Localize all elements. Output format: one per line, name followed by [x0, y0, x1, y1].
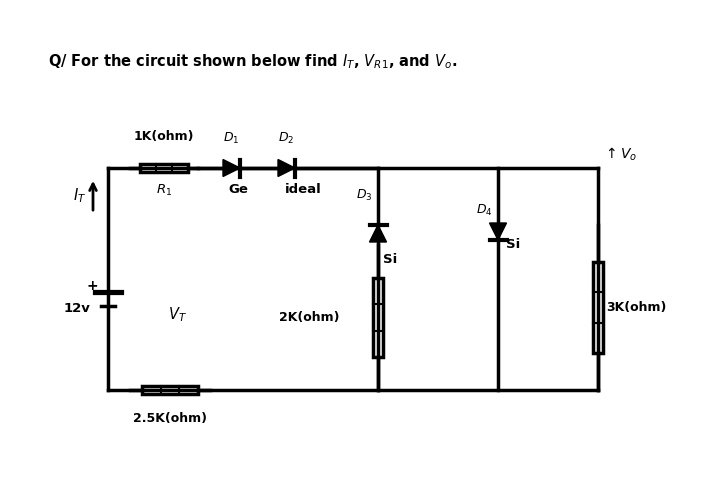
Text: $\uparrow V_o$: $\uparrow V_o$ — [603, 145, 637, 163]
Text: $D_4$: $D_4$ — [477, 203, 493, 218]
Text: 1K(ohm): 1K(ohm) — [134, 130, 194, 143]
Text: ideal: ideal — [284, 183, 321, 196]
Text: 2.5K(ohm): 2.5K(ohm) — [133, 412, 207, 425]
Text: Q/ For the circuit shown below find $I_T$, $V_{R1}$, and $V_o$.: Q/ For the circuit shown below find $I_T… — [48, 52, 457, 71]
Bar — [373, 278, 383, 357]
Text: $D_3$: $D_3$ — [356, 188, 373, 203]
Bar — [140, 164, 188, 172]
Bar — [142, 386, 198, 394]
Polygon shape — [278, 160, 295, 177]
Text: 3K(ohm): 3K(ohm) — [606, 301, 667, 314]
Bar — [593, 262, 603, 353]
Polygon shape — [369, 225, 387, 242]
Text: Si: Si — [383, 253, 397, 266]
Text: +: + — [86, 279, 98, 293]
Text: 2K(ohm): 2K(ohm) — [279, 311, 340, 324]
Text: $R_1$: $R_1$ — [156, 183, 172, 198]
Text: $I_T$: $I_T$ — [73, 186, 86, 205]
Polygon shape — [490, 223, 506, 240]
Text: $D_1$: $D_1$ — [223, 131, 240, 146]
Text: Si: Si — [506, 239, 521, 251]
Text: 12v: 12v — [63, 302, 90, 315]
Text: $D_2$: $D_2$ — [279, 131, 294, 146]
Polygon shape — [223, 160, 240, 177]
Text: Ge: Ge — [228, 183, 248, 196]
Text: $V_T$: $V_T$ — [168, 305, 187, 325]
